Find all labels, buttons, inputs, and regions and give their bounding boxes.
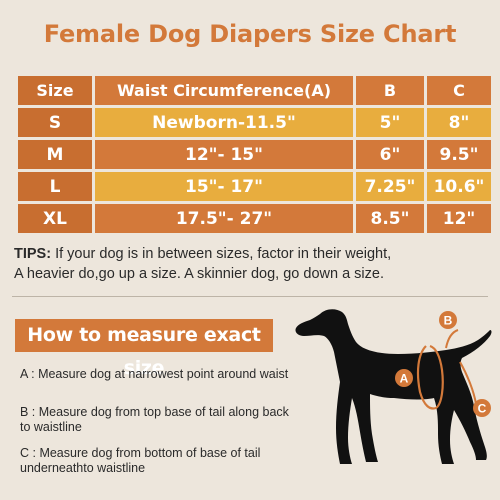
header-waist: Waist Circumference(A) — [95, 76, 353, 105]
table-row: L 15"- 17" 7.25" 10.6" — [18, 172, 491, 201]
marker-b-label: B — [444, 314, 453, 328]
dog-body — [295, 309, 492, 464]
instruction-b: B : Measure dog from top base of tail al… — [20, 405, 289, 434]
how-to-measure-banner: How to measure exact size — [15, 319, 273, 379]
cell-size: M — [18, 140, 92, 169]
cell-c: 9.5" — [427, 140, 491, 169]
measure-b-line — [445, 329, 459, 349]
cell-c: 8" — [427, 108, 491, 137]
measure-c-line — [459, 361, 477, 405]
cell-size: XL — [18, 204, 92, 233]
tips-line-1: If your dog is in between sizes, factor … — [51, 246, 392, 262]
cell-c: 10.6" — [427, 172, 491, 201]
marker-b — [439, 311, 457, 329]
tips-line-2: A heavier do,go up a size. A skinnier do… — [14, 266, 384, 282]
section-divider — [12, 296, 488, 297]
header-c: C — [427, 76, 491, 105]
table-row: XL 17.5"- 27" 8.5" 12" — [18, 204, 491, 233]
marker-c — [473, 399, 491, 417]
header-size: Size — [18, 76, 92, 105]
cell-waist: 17.5"- 27" — [95, 204, 353, 233]
marker-c-label: C — [478, 402, 487, 416]
cell-c: 12" — [427, 204, 491, 233]
cell-waist: 12"- 15" — [95, 140, 353, 169]
cell-b: 7.25" — [356, 172, 424, 201]
table-row: S Newborn-11.5" 5" 8" — [18, 108, 491, 137]
cell-b: 6" — [356, 140, 424, 169]
cell-b: 8.5" — [356, 204, 424, 233]
dog-measurement-diagram: B A C — [290, 300, 500, 500]
cell-waist: Newborn-11.5" — [95, 108, 353, 137]
page-title: Female Dog Diapers Size Chart — [43, 20, 457, 48]
marker-a — [395, 369, 413, 387]
cell-size: S — [18, 108, 92, 137]
marker-a-label: A — [400, 372, 409, 386]
dog-silhouette-icon: B A C — [295, 309, 492, 464]
cell-size: L — [18, 172, 92, 201]
instruction-c: C : Measure dog from bottom of base of t… — [20, 446, 261, 475]
header-b: B — [356, 76, 424, 105]
tips-text: TIPS: If your dog is in between sizes, f… — [14, 244, 486, 284]
cell-b: 5" — [356, 108, 424, 137]
table-header-row: Size Waist Circumference(A) B C — [18, 76, 491, 105]
table-row: M 12"- 15" 6" 9.5" — [18, 140, 491, 169]
instruction-a: A : Measure dog at narrowest point aroun… — [20, 367, 289, 381]
measure-a-loop — [416, 344, 444, 410]
size-chart-table: Size Waist Circumference(A) B C S Newbor… — [15, 73, 494, 236]
cell-waist: 15"- 17" — [95, 172, 353, 201]
tips-label: TIPS: — [14, 246, 52, 262]
